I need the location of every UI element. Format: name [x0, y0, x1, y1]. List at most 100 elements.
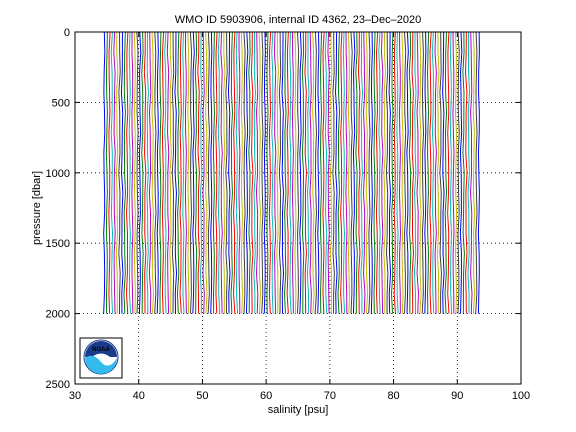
- profile-line: [454, 31, 458, 314]
- profile-line: [169, 31, 172, 314]
- profile-line: [199, 31, 203, 314]
- y-axis-label: pressure [dbar]: [31, 171, 43, 245]
- profile-line: [452, 31, 455, 314]
- grid: [75, 32, 521, 384]
- profile-line: [110, 31, 114, 314]
- profile-line: [365, 31, 369, 314]
- profile-line: [424, 31, 427, 314]
- profile-line: [380, 31, 384, 314]
- profile-line: [362, 31, 366, 314]
- profile-line: [192, 31, 195, 314]
- profile-line: [442, 31, 445, 314]
- profile-line: [299, 31, 302, 314]
- profile-line: [406, 31, 409, 314]
- profile-line: [388, 31, 392, 314]
- profile-line: [322, 31, 325, 314]
- profile-line: [416, 31, 419, 314]
- x-tick-label: 30: [69, 390, 81, 402]
- profile-line: [161, 31, 165, 314]
- profile-line: [115, 31, 119, 314]
- profile-line: [421, 31, 425, 314]
- profile-line: [210, 31, 213, 314]
- profile-line: [253, 31, 256, 314]
- profile-line: [467, 32, 471, 314]
- x-tick-label: 90: [451, 390, 463, 402]
- profile-line: [378, 31, 381, 314]
- profile-line: [355, 31, 358, 314]
- profile-line: [317, 31, 320, 314]
- profile-line: [398, 31, 401, 314]
- profile-line: [337, 31, 341, 314]
- profile-line: [154, 31, 157, 314]
- profile-line: [184, 31, 187, 314]
- profile-line: [222, 31, 226, 314]
- profile-line: [385, 31, 389, 314]
- profile-line: [278, 31, 282, 314]
- profile-line: [396, 31, 399, 314]
- profile-line: [245, 31, 249, 314]
- profile-line: [194, 31, 198, 314]
- profile-line: [286, 31, 289, 314]
- profile-line: [255, 31, 259, 314]
- profile-line: [105, 31, 108, 314]
- profile-line: [258, 31, 262, 314]
- axes: [74, 31, 522, 385]
- logo-top-shape: [85, 341, 117, 357]
- profile-line: [138, 31, 142, 314]
- profile-line: [174, 31, 178, 314]
- profile-line: [233, 31, 236, 314]
- x-tick-label: 40: [133, 390, 145, 402]
- profile-line: [462, 31, 465, 314]
- profile-line: [207, 31, 210, 314]
- profile-line: [248, 31, 251, 314]
- profile-line: [447, 31, 450, 314]
- profile-line: [230, 31, 233, 314]
- profile-line: [176, 31, 180, 314]
- profile-line: [266, 31, 269, 314]
- profile-line: [271, 31, 274, 314]
- profile-line: [345, 31, 348, 314]
- profile-line: [189, 31, 193, 314]
- profile-line: [289, 31, 292, 314]
- profile-line: [120, 31, 124, 314]
- profile-line: [197, 31, 200, 314]
- profile-line: [294, 31, 297, 314]
- profile-line: [459, 31, 463, 314]
- profile-line: [296, 31, 300, 314]
- profile-line: [312, 31, 315, 314]
- profile-line: [301, 31, 305, 314]
- profile-line: [217, 31, 221, 314]
- profile-line: [439, 31, 442, 314]
- profile-line: [375, 31, 379, 314]
- profile-line: [291, 31, 294, 314]
- profile-line: [125, 31, 129, 314]
- profile-line: [324, 31, 328, 314]
- profile-line: [263, 31, 266, 314]
- profile-line: [370, 31, 373, 314]
- profile-line: [357, 31, 361, 314]
- profile-line: [475, 31, 478, 314]
- profile-line: [171, 31, 175, 314]
- profile-line: [220, 31, 223, 314]
- profile-line: [212, 31, 215, 314]
- profile-line: [182, 31, 185, 314]
- profile-line: [470, 31, 473, 314]
- profile-line: [283, 31, 287, 314]
- profile-line: [215, 31, 218, 314]
- profile-line: [128, 31, 132, 314]
- profile-line: [179, 31, 182, 314]
- profile-line: [419, 31, 422, 314]
- x-tick-label: 50: [196, 390, 208, 402]
- y-tick-label: 2000: [46, 309, 70, 321]
- profile-line: [411, 31, 415, 314]
- profile-line: [151, 31, 155, 314]
- profile-line: [131, 31, 134, 314]
- profile-line: [431, 31, 435, 314]
- profile-line: [340, 31, 343, 314]
- profile-line: [408, 31, 412, 314]
- profile-line: [350, 31, 353, 314]
- profile-line: [347, 31, 350, 314]
- profile-line: [146, 31, 149, 314]
- profile-line: [329, 31, 333, 314]
